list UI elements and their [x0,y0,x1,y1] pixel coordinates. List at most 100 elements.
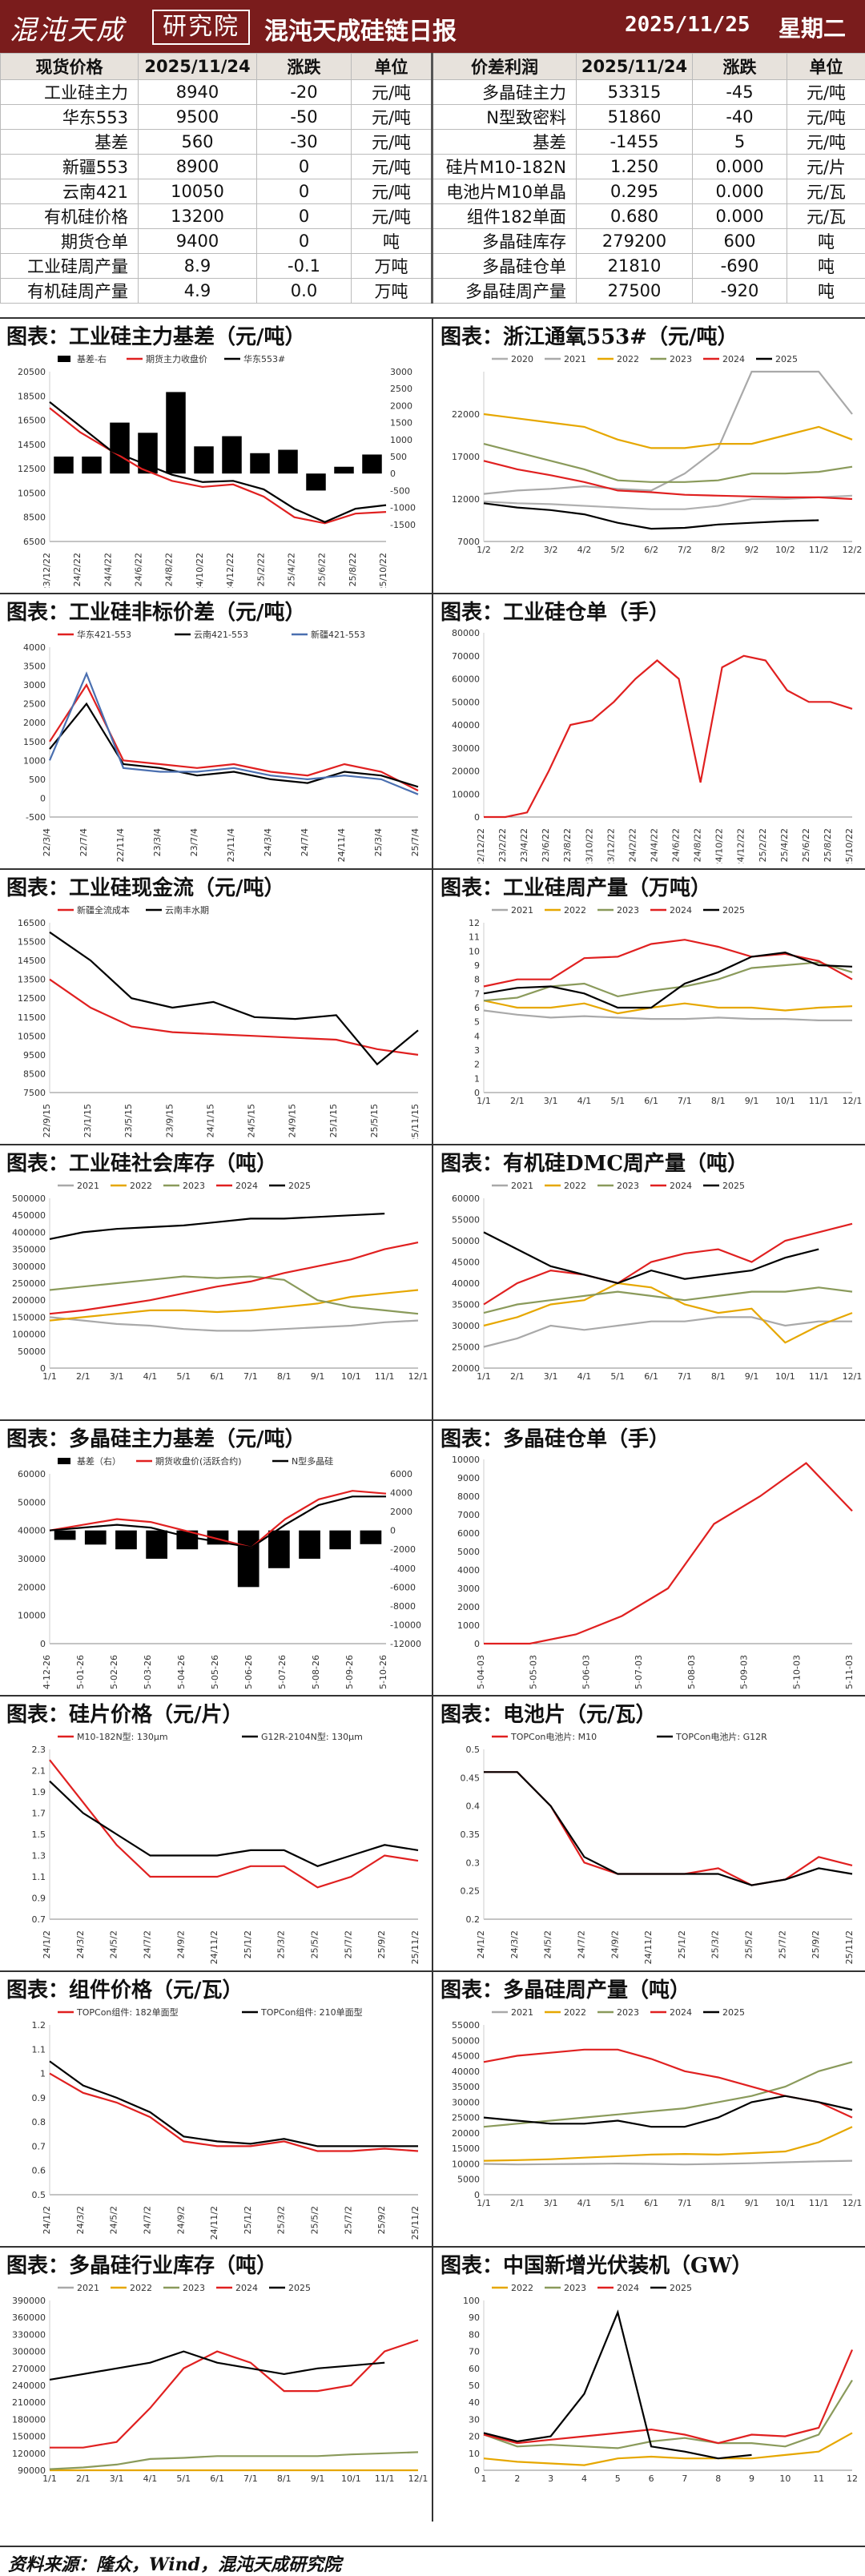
x-tick-label: 25/7/2 [777,1930,787,1958]
table-cell: -40 [692,104,787,130]
legend-label: 2021 [564,354,586,364]
table-cell: 基差 [0,129,139,155]
x-tick-label: 25/2/22 [758,828,768,862]
x-tick-label: 25/5/15 [369,1104,380,1137]
y-tick-label: 90000 [18,2465,46,2476]
y-tick-label: 14500 [18,440,46,450]
y-tick-label: 240000 [12,2381,46,2391]
legend-label: 2025 [722,1181,745,1191]
series-line [49,1780,419,1867]
x-tick-label: 10/1 [341,1371,361,1382]
legend-label: 2023 [617,905,639,916]
series-line [483,2159,853,2166]
x-tick-label: 23/2/22 [497,828,508,862]
x-tick-label: 9/1 [311,2473,325,2484]
x-tick-label: 10 [779,2473,791,2484]
legend-label: 2023 [564,2283,586,2293]
basis-bar [329,1530,352,1550]
y-tick-label: 270000 [12,2364,46,2374]
x-tick-label: 8/2 [711,545,726,555]
x-tick-label: 24/3/4 [263,828,273,856]
x-tick-label: 7 [682,2473,687,2484]
page-header: 混沌天成 研究院 混沌天成硅链日报 2025/11/25 星期二 [0,0,865,53]
y-tick-label: 1.3 [32,1851,46,1862]
basis-bar [334,466,354,474]
x-tick-label: 24/5/2 [543,1930,553,1958]
price-table: 现货价格 2025/11/24 涨跌 单位 价差利润 2025/11/24 涨跌 单位 工业硅主… [0,53,865,317]
legend-label: 2020 [511,354,533,364]
x-tick-label: 25/6/22 [317,553,328,586]
legend-label: 2024 [235,1181,258,1191]
x-tick-label: 24/10/22 [714,828,725,863]
x-tick-label: 3/1 [110,1371,124,1382]
x-tick-label: 25/11/2 [410,2206,420,2240]
table-cell: 8940 [138,79,257,105]
y-tick-label: 22000 [452,409,480,420]
chart-title: 图表：中国新增光伏装机（GW） [441,2254,753,2278]
x-tick-label: 6 [649,2473,654,2484]
y-tick-label: 0 [474,1639,480,1649]
y-tick-label: 60 [469,2364,480,2374]
x-tick-label: 24/12/22 [225,553,235,588]
x-tick-label: 24/1/2 [476,1930,486,1958]
y-tick-label: 0.25 [461,1886,481,1897]
basis-bar [278,449,298,474]
y-tick-label: 200000 [12,1295,46,1306]
x-tick-label: 2/1 [510,1096,525,1106]
y-tick-label: 30000 [452,743,480,754]
legend-label: 2022 [564,1181,586,1191]
series-line [49,2072,419,2152]
x-tick-label: 23/12/22 [42,553,52,588]
x-tick-label: 4/1 [577,1096,592,1106]
legend-label: 2024 [670,2007,692,2018]
y-tick-label: 1.5 [32,1829,46,1840]
series-line [483,961,853,1002]
x-tick-label: 3/1 [110,2473,124,2484]
table-cell: 万吨 [351,253,432,279]
chart-title: 图表：工业硅仓单（手） [441,601,670,625]
table-row: 基差 560 -30 元/吨 基差 -1455 5 元/吨 [0,129,865,155]
x-tick-label: 24/7/4 [300,828,310,856]
x-tick-label: 4 [581,2473,587,2484]
table-cell: 期货仓单 [0,228,139,254]
y-tick-label: 14500 [18,956,46,966]
series-line [49,1213,385,1240]
legend-label: 2022 [130,1181,152,1191]
legend-label: 华东553# [243,353,285,364]
x-tick-label: 24/7/2 [142,2206,152,2234]
y-tick-label: 10500 [18,488,46,498]
x-tick-label: 1 [481,2473,487,2484]
x-tick-label: 6/1 [210,1371,224,1382]
y-tick-label: 1 [40,2069,46,2079]
y-tick-label: 40 [469,2397,480,2408]
y-tick-label: 0.2 [466,1914,481,1925]
series-line [49,1316,419,1332]
x-tick-label: 24/9/15 [288,1104,298,1137]
chart-c13: TOPCon组件: 182单面型 TOPCon组件: 210单面型 0.5 0.6 0.… [32,2006,421,2240]
series-line [483,1282,853,1344]
y-tick-label: 360000 [12,2312,46,2323]
series-line [483,2061,853,2128]
x-tick-label: 11/1 [809,2198,829,2208]
y-tick-label: 12 [469,918,480,928]
legend-label: 2025 [722,2007,745,2018]
table-row: 华东553 9500 -50 元/吨 N型致密料 51860 -40 元/吨 [0,104,865,130]
table-cell: 有机硅周产量 [0,278,139,304]
x-tick-label: 2025-09-26 [344,1655,355,1690]
x-tick-label: 24/3/2 [75,1930,86,1958]
table-cell: -20 [256,79,352,105]
legend-label: 2021 [77,2283,99,2293]
table-cell: 万吨 [351,278,432,304]
table-cell: 8900 [138,154,257,179]
y-tick-label: 7000 [457,537,480,547]
chart-c8: 2021 2022 2023 2024 2025 20000 25000 30000 35000… [452,1181,862,1382]
x-tick-label: 3/1 [544,1096,558,1106]
x-tick-label: 2025-06-03 [581,1655,591,1690]
table-cell: 元/瓦 [787,179,865,204]
x-tick-label: 25/4/22 [779,828,790,862]
x-tick-label: 1/1 [42,2473,57,2484]
x-tick-label: 24/11/2 [209,2206,219,2240]
column-divider [432,1695,433,1970]
table-cell: 279200 [576,228,693,254]
table-cell: 21810 [576,253,693,279]
